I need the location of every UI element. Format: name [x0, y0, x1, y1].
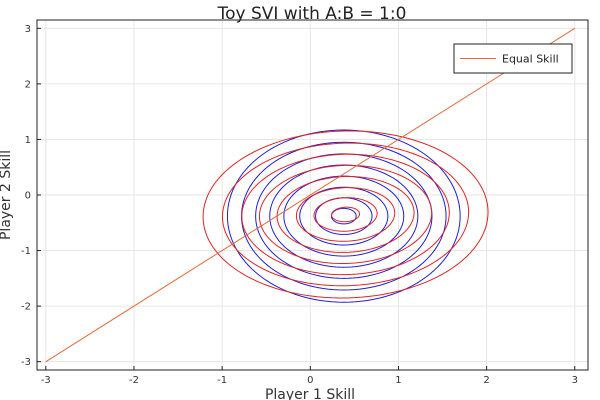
contour-1-level-1: [221, 142, 470, 287]
contour-0-level-0: [226, 129, 461, 303]
contour-0-level-2: [255, 153, 433, 279]
x-tick-label: 1: [395, 375, 401, 386]
contour-1-level-0: [202, 130, 489, 299]
y-tick-label: 0: [25, 191, 31, 202]
contour-1-level-6: [313, 197, 378, 232]
x-tick-label: 3: [572, 375, 578, 386]
x-tick-label: 2: [483, 375, 489, 386]
x-tick-label: -3: [41, 375, 51, 386]
y-tick-label: -1: [21, 246, 31, 257]
x-axis-label: Player 1 Skill: [265, 387, 355, 400]
contour-1-level-2: [241, 153, 450, 276]
y-tick-label: -3: [21, 357, 31, 368]
tick-layer: -3 -2 -1 0 1 2 3 -3 -2 -1 0 1 2 3: [21, 24, 578, 386]
contour-1-level-3: [258, 164, 433, 265]
series-line-equal-skill: [45, 27, 576, 363]
y-tick-label: 3: [25, 24, 31, 35]
y-tick-label: -2: [21, 302, 31, 313]
grid-layer: [37, 20, 588, 370]
y-axis-label: Player 2 Skill: [0, 150, 14, 240]
contour-layer: [202, 129, 489, 303]
series-layer: [45, 27, 576, 363]
contour-0-level-1: [241, 141, 447, 291]
x-tick-label: -1: [217, 375, 227, 386]
contour-0-level-3: [269, 164, 419, 268]
contour-1-level-7: [331, 206, 361, 223]
contour-1-level-4: [276, 175, 415, 253]
legend-entry-equal-skill: Equal Skill: [502, 53, 559, 66]
x-tick-label: -2: [129, 375, 139, 386]
chart-title: Toy SVI with A:B = 1:0: [217, 4, 407, 24]
legend: Equal Skill: [453, 43, 573, 74]
contour-0-level-4: [283, 175, 405, 257]
contour-1-level-5: [295, 187, 396, 242]
contour-0-level-6: [315, 197, 373, 235]
x-tick-label: 0: [307, 375, 313, 386]
y-tick-label: 2: [25, 79, 31, 90]
y-tick-label: 1: [25, 135, 31, 146]
contour-0-level-5: [299, 186, 389, 246]
